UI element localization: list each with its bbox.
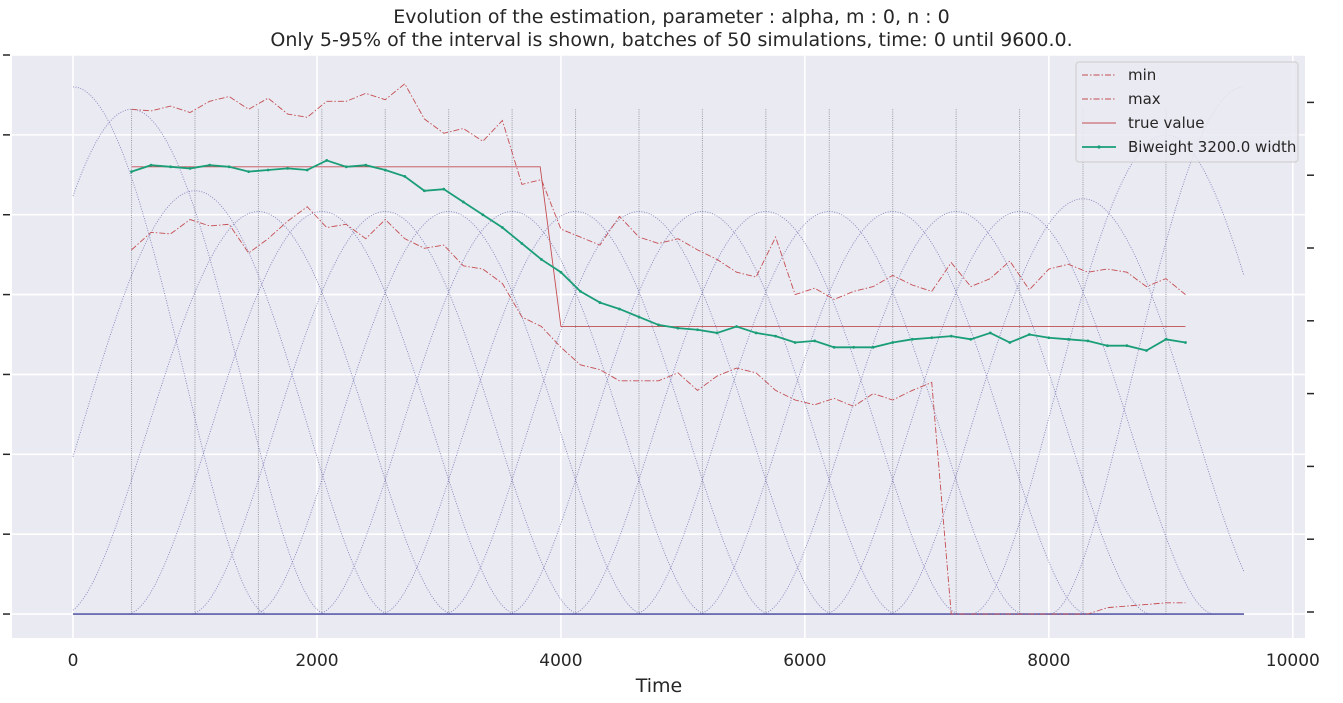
- series-point: [696, 328, 699, 332]
- series-point: [813, 339, 817, 343]
- series-lines: [72, 83, 1245, 615]
- series-point: [871, 345, 875, 349]
- series-point: [325, 159, 329, 162]
- x-tick-label: 0: [68, 651, 79, 671]
- series-point: [1164, 337, 1168, 341]
- series-point: [793, 341, 797, 344]
- series-point: [481, 213, 485, 217]
- legend-label: max: [1128, 90, 1161, 108]
- series-point: [715, 331, 719, 335]
- kernel-curve: [190, 211, 581, 615]
- series-point: [1105, 344, 1109, 348]
- series-point: [520, 242, 524, 245]
- series-point: [676, 326, 680, 330]
- series-line: [131, 166, 1186, 327]
- series-point: [754, 331, 758, 335]
- series-point: [305, 168, 309, 172]
- series-point: [1125, 344, 1129, 348]
- kernel-curve: [126, 211, 518, 615]
- series-point: [130, 170, 133, 174]
- legend-label: true value: [1128, 114, 1205, 132]
- series-point: [832, 345, 836, 349]
- series-point: [286, 167, 290, 170]
- series-point: [208, 163, 212, 167]
- series-point: [735, 325, 738, 328]
- series-point: [930, 336, 934, 340]
- kernel-curve: [634, 211, 1025, 615]
- plot-content: [72, 83, 1245, 615]
- series-point: [1145, 349, 1148, 352]
- legend-box: [1075, 61, 1299, 163]
- series-point: [598, 301, 602, 304]
- chart-subtitle: Only 5-95% of the interval is shown, bat…: [270, 29, 1073, 51]
- series-point: [1184, 341, 1187, 344]
- series-point: [969, 337, 973, 341]
- kernel-curve: [72, 211, 454, 615]
- kernel-curve: [697, 211, 1088, 615]
- series-point: [657, 323, 660, 327]
- series-point: [266, 168, 270, 172]
- kernel-curve: [887, 198, 1245, 615]
- x-tick-label: 4000: [539, 651, 582, 671]
- x-axis-label: Time: [635, 675, 683, 697]
- series-point: [227, 165, 231, 169]
- series-point: [422, 189, 426, 193]
- series-point: [988, 331, 992, 335]
- series-point: [1047, 336, 1051, 340]
- series-point: [149, 163, 153, 167]
- series-point: [169, 165, 172, 169]
- series-point: [1027, 333, 1031, 336]
- x-tick-label: 6000: [783, 651, 826, 671]
- chart-title: Evolution of the estimation, parameter :…: [393, 6, 950, 28]
- series-line: [131, 206, 1186, 615]
- series-point: [247, 170, 251, 174]
- kernel-curve: [253, 211, 644, 615]
- kernel-curve: [824, 211, 1215, 615]
- series-point: [949, 334, 953, 338]
- kernel-curve: [507, 211, 898, 615]
- legend-swatch-marker: [1097, 145, 1101, 149]
- series-point: [637, 315, 641, 319]
- series-point: [383, 168, 387, 172]
- series-point: [442, 187, 446, 191]
- legend: min max true value Biweight 3200.0 width: [1075, 61, 1299, 163]
- kernel-curve: [760, 211, 1152, 615]
- x-tick-label: 8000: [1027, 651, 1070, 671]
- series-point: [461, 200, 465, 204]
- series-point: [539, 258, 543, 261]
- kernel-curve: [380, 211, 771, 615]
- kernel-curves: [72, 86, 1245, 615]
- x-tick-label: 2000: [295, 651, 338, 671]
- legend-label: min: [1128, 66, 1156, 84]
- series-point: [559, 270, 563, 274]
- series-point: [1008, 341, 1012, 344]
- series-point: [500, 226, 504, 229]
- series-point: [891, 341, 895, 344]
- series-point: [852, 345, 856, 349]
- kernel-curve: [570, 211, 962, 615]
- series-point: [910, 337, 914, 341]
- series-point: [1086, 339, 1090, 343]
- series-point: [618, 307, 621, 311]
- series-point: [344, 165, 348, 169]
- axis-ticks: 0 2000 4000 6000 8000 10000: [3, 54, 1320, 671]
- legend-label: Biweight 3200.0 width: [1128, 138, 1296, 156]
- kernel-curve: [316, 211, 708, 615]
- kernel-curve: [443, 211, 835, 615]
- series-point: [188, 167, 192, 170]
- batch-markers: [131, 109, 1167, 615]
- kernel-curve: [72, 86, 269, 615]
- series-point: [1066, 337, 1070, 341]
- series-point: [579, 289, 582, 293]
- x-tick-label: 10000: [1266, 651, 1320, 671]
- series-point: [774, 334, 778, 338]
- series-point: [364, 163, 368, 167]
- series-point: [403, 174, 407, 178]
